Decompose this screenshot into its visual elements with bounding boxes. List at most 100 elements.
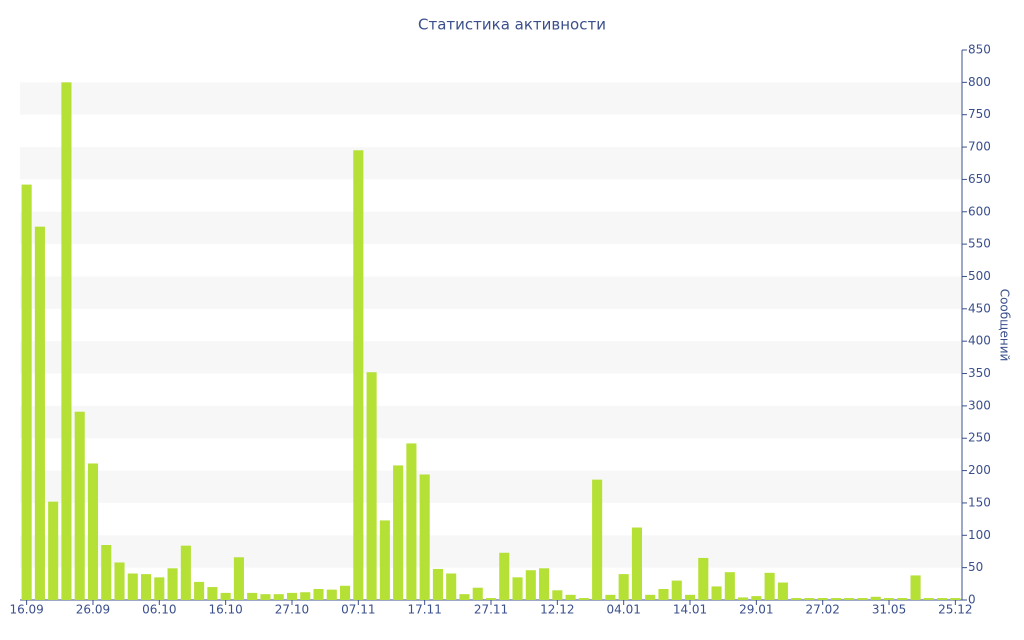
bar <box>777 582 788 600</box>
bar <box>711 586 722 600</box>
bar <box>525 570 536 600</box>
bar <box>618 574 629 600</box>
bar <box>154 577 165 600</box>
x-tick-label: 17.11 <box>407 603 441 617</box>
bar <box>738 597 749 600</box>
y-tick-label: 50 <box>968 560 983 574</box>
bar <box>485 598 497 600</box>
bar <box>326 589 337 600</box>
bar <box>724 572 735 600</box>
bar <box>220 592 231 600</box>
y-tick-label: 300 <box>968 398 991 412</box>
bar <box>764 572 775 600</box>
y-tick-label: 850 <box>968 43 991 57</box>
bar <box>897 598 908 600</box>
bar <box>844 598 855 600</box>
bar <box>923 598 934 600</box>
bar <box>406 443 417 600</box>
y-tick-label: 350 <box>968 366 991 380</box>
bar <box>910 575 921 600</box>
y-tick-label: 200 <box>968 463 991 477</box>
grid-band <box>20 405 962 439</box>
x-tick-label: 07.11 <box>341 603 375 617</box>
x-tick-label: 31.05 <box>872 603 906 617</box>
bar <box>578 598 589 600</box>
bar <box>631 527 642 600</box>
bar <box>87 463 99 600</box>
grid-band <box>20 470 962 503</box>
bar <box>937 598 948 600</box>
x-tick-label: 14.01 <box>673 603 707 617</box>
bar <box>300 592 311 600</box>
bar <box>286 592 298 600</box>
x-tick-label: 26.09 <box>76 603 110 617</box>
bar <box>340 585 351 600</box>
bar <box>247 592 258 600</box>
bar <box>141 574 152 600</box>
y-tick-label: 700 <box>968 140 991 154</box>
bar <box>21 184 32 600</box>
x-tick-label: 12.12 <box>540 603 574 617</box>
bar <box>167 568 178 600</box>
bar <box>459 594 470 600</box>
bar <box>684 594 696 600</box>
bar <box>552 590 563 600</box>
y-tick-label: 450 <box>968 301 991 315</box>
bar <box>804 598 815 600</box>
bar <box>671 580 682 600</box>
y-tick-label: 600 <box>968 204 991 218</box>
bar <box>353 150 364 600</box>
bar <box>127 573 138 600</box>
bar <box>539 568 550 600</box>
y-tick-label: 550 <box>968 237 991 251</box>
bar <box>260 594 271 600</box>
bar <box>751 596 762 600</box>
bar <box>48 501 59 600</box>
chart-title: Статистика активности <box>418 16 606 34</box>
x-tick-label: 27.10 <box>275 603 309 617</box>
bar <box>512 577 523 600</box>
y-tick-label: 650 <box>968 172 991 186</box>
bar <box>101 545 112 600</box>
y-tick-label: 750 <box>968 107 991 121</box>
bar <box>233 557 244 600</box>
y-axis-label: Сообщений <box>998 289 1012 362</box>
bar <box>499 552 510 600</box>
bar <box>366 372 377 600</box>
x-tick-label: 04.01 <box>606 603 640 617</box>
bar <box>830 598 841 600</box>
x-tick-label: 25.12 <box>938 603 972 617</box>
bar <box>114 562 125 600</box>
bar <box>698 557 709 600</box>
bar <box>194 581 205 600</box>
x-tick-label: 27.02 <box>806 603 840 617</box>
bar <box>472 587 483 600</box>
y-tick-label: 250 <box>968 431 991 445</box>
bar <box>950 598 961 600</box>
bar <box>883 598 895 600</box>
grid-band <box>20 82 962 115</box>
y-tick-label: 0 <box>968 593 976 607</box>
bar <box>658 589 669 600</box>
bar <box>817 598 828 600</box>
x-tick-label: 16.10 <box>208 603 242 617</box>
bar <box>393 465 404 600</box>
bar <box>207 587 218 600</box>
bar <box>34 226 45 600</box>
bar <box>870 596 881 600</box>
grid-band <box>20 211 962 245</box>
bar <box>605 594 616 600</box>
bar <box>379 520 390 600</box>
x-tick-label: 16.09 <box>9 603 43 617</box>
grid-band <box>20 535 962 568</box>
bar <box>74 411 85 600</box>
grid-band <box>20 147 962 180</box>
x-tick-label: 29.01 <box>739 603 773 617</box>
bar <box>645 594 656 600</box>
bar <box>61 82 72 600</box>
x-tick-label: 06.10 <box>142 603 176 617</box>
bar <box>791 598 802 600</box>
grid-band <box>20 341 962 374</box>
